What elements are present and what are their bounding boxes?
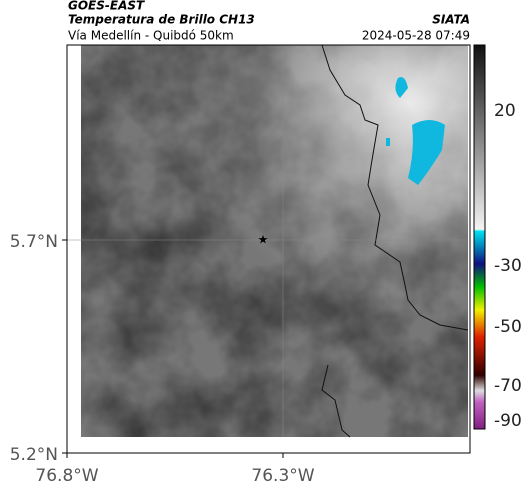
colorbar-label: 20	[494, 101, 516, 121]
subtitle: Vía Medellín - Quibdó 50km	[68, 29, 234, 43]
colorbar	[473, 44, 486, 430]
colorbar-label: -90	[494, 411, 522, 431]
lon-label: 76.3°W	[251, 466, 314, 486]
colorbar-label: -30	[494, 256, 522, 276]
datetime: 2024-05-28 07:49	[362, 29, 470, 43]
colorbar-label: -50	[494, 317, 522, 337]
lon-label: 76.8°W	[35, 466, 98, 486]
satellite-image	[81, 45, 468, 437]
org: SIATA	[432, 13, 470, 27]
location-marker: ★	[258, 233, 269, 247]
lat-label: 5.2°N	[10, 445, 58, 465]
map-frame	[66, 44, 471, 454]
title: Temperatura de Brillo CH13	[68, 13, 255, 27]
lat-label: 5.7°N	[10, 232, 58, 252]
source: GOES-EAST	[68, 0, 145, 13]
borders	[321, 44, 469, 438]
colorbar-label: -70	[494, 376, 522, 396]
